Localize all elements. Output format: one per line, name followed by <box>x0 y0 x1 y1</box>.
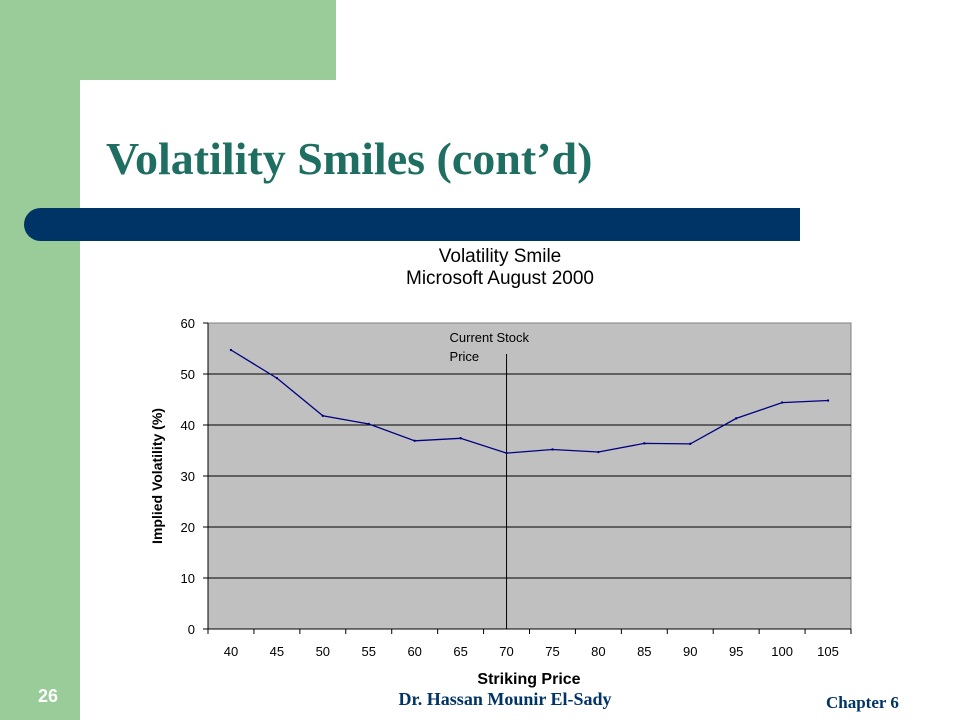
y-tick-label-40: 40 <box>181 418 195 433</box>
y-tick-label-10: 10 <box>181 571 195 586</box>
data-point-65 <box>459 437 462 440</box>
data-point-60 <box>413 439 416 443</box>
x-tick-label-50: 50 <box>316 644 330 659</box>
data-point-55 <box>367 422 370 426</box>
y-tick-label-60: 60 <box>181 316 195 331</box>
chapter-footer: Chapter 6 <box>826 693 899 712</box>
x-tick-label-95: 95 <box>729 644 743 659</box>
x-tick-label-85: 85 <box>637 644 651 659</box>
author-footer: Dr. Hassan Mounir El-Sady <box>398 689 612 709</box>
y-tick-label-30: 30 <box>181 469 195 484</box>
data-point-50 <box>321 414 325 418</box>
data-point-75 <box>551 448 554 451</box>
data-point-45 <box>275 376 279 380</box>
x-tick-label-55: 55 <box>362 644 376 659</box>
y-axis: 0 10 20 30 40 50 60 <box>181 316 209 637</box>
sidebar-band <box>0 0 80 720</box>
x-axis-label: Striking Price <box>477 671 580 688</box>
x-tick-label-40: 40 <box>224 644 238 659</box>
x-axis: 40 45 50 55 60 65 70 75 80 85 90 95 100 105 <box>207 628 852 659</box>
x-tick-label-80: 80 <box>591 644 605 659</box>
x-tick-label-100: 100 <box>771 644 793 659</box>
slide-title: Volatility Smiles (cont’d) <box>106 133 593 184</box>
data-point-105 <box>826 399 830 402</box>
data-point-70 <box>505 451 508 455</box>
current-stock-price-label-line-1: Current Stock <box>450 330 530 345</box>
y-axis-label: Implied Volatility (%) <box>149 408 165 544</box>
x-tick-label-105: 105 <box>817 644 839 659</box>
gridlines <box>208 373 851 579</box>
data-point-95 <box>734 417 738 420</box>
data-point-90 <box>689 442 692 446</box>
current-stock-price-label-line-2: Price <box>450 349 480 364</box>
data-point-85 <box>643 442 646 445</box>
x-tick-label-70: 70 <box>499 644 513 659</box>
chart-title-line-1: Volatility Smile <box>439 246 562 267</box>
top-band <box>0 0 336 80</box>
slide-number: 26 <box>37 686 59 706</box>
chart-title-line-2: Microsoft August 2000 <box>406 268 594 289</box>
x-tick-label-65: 65 <box>453 644 467 659</box>
x-tick-label-45: 45 <box>270 644 284 659</box>
y-tick-label-50: 50 <box>181 367 195 382</box>
data-point-80 <box>597 450 600 454</box>
data-point-100 <box>780 401 784 404</box>
title-underline-bar <box>24 208 800 241</box>
y-tick-label-0: 0 <box>188 622 195 637</box>
data-point-40 <box>229 348 233 352</box>
y-tick-label-20: 20 <box>181 520 195 535</box>
x-tick-label-60: 60 <box>407 644 421 659</box>
x-tick-label-90: 90 <box>683 644 697 659</box>
series-line <box>230 349 829 454</box>
x-tick-label-75: 75 <box>545 644 559 659</box>
